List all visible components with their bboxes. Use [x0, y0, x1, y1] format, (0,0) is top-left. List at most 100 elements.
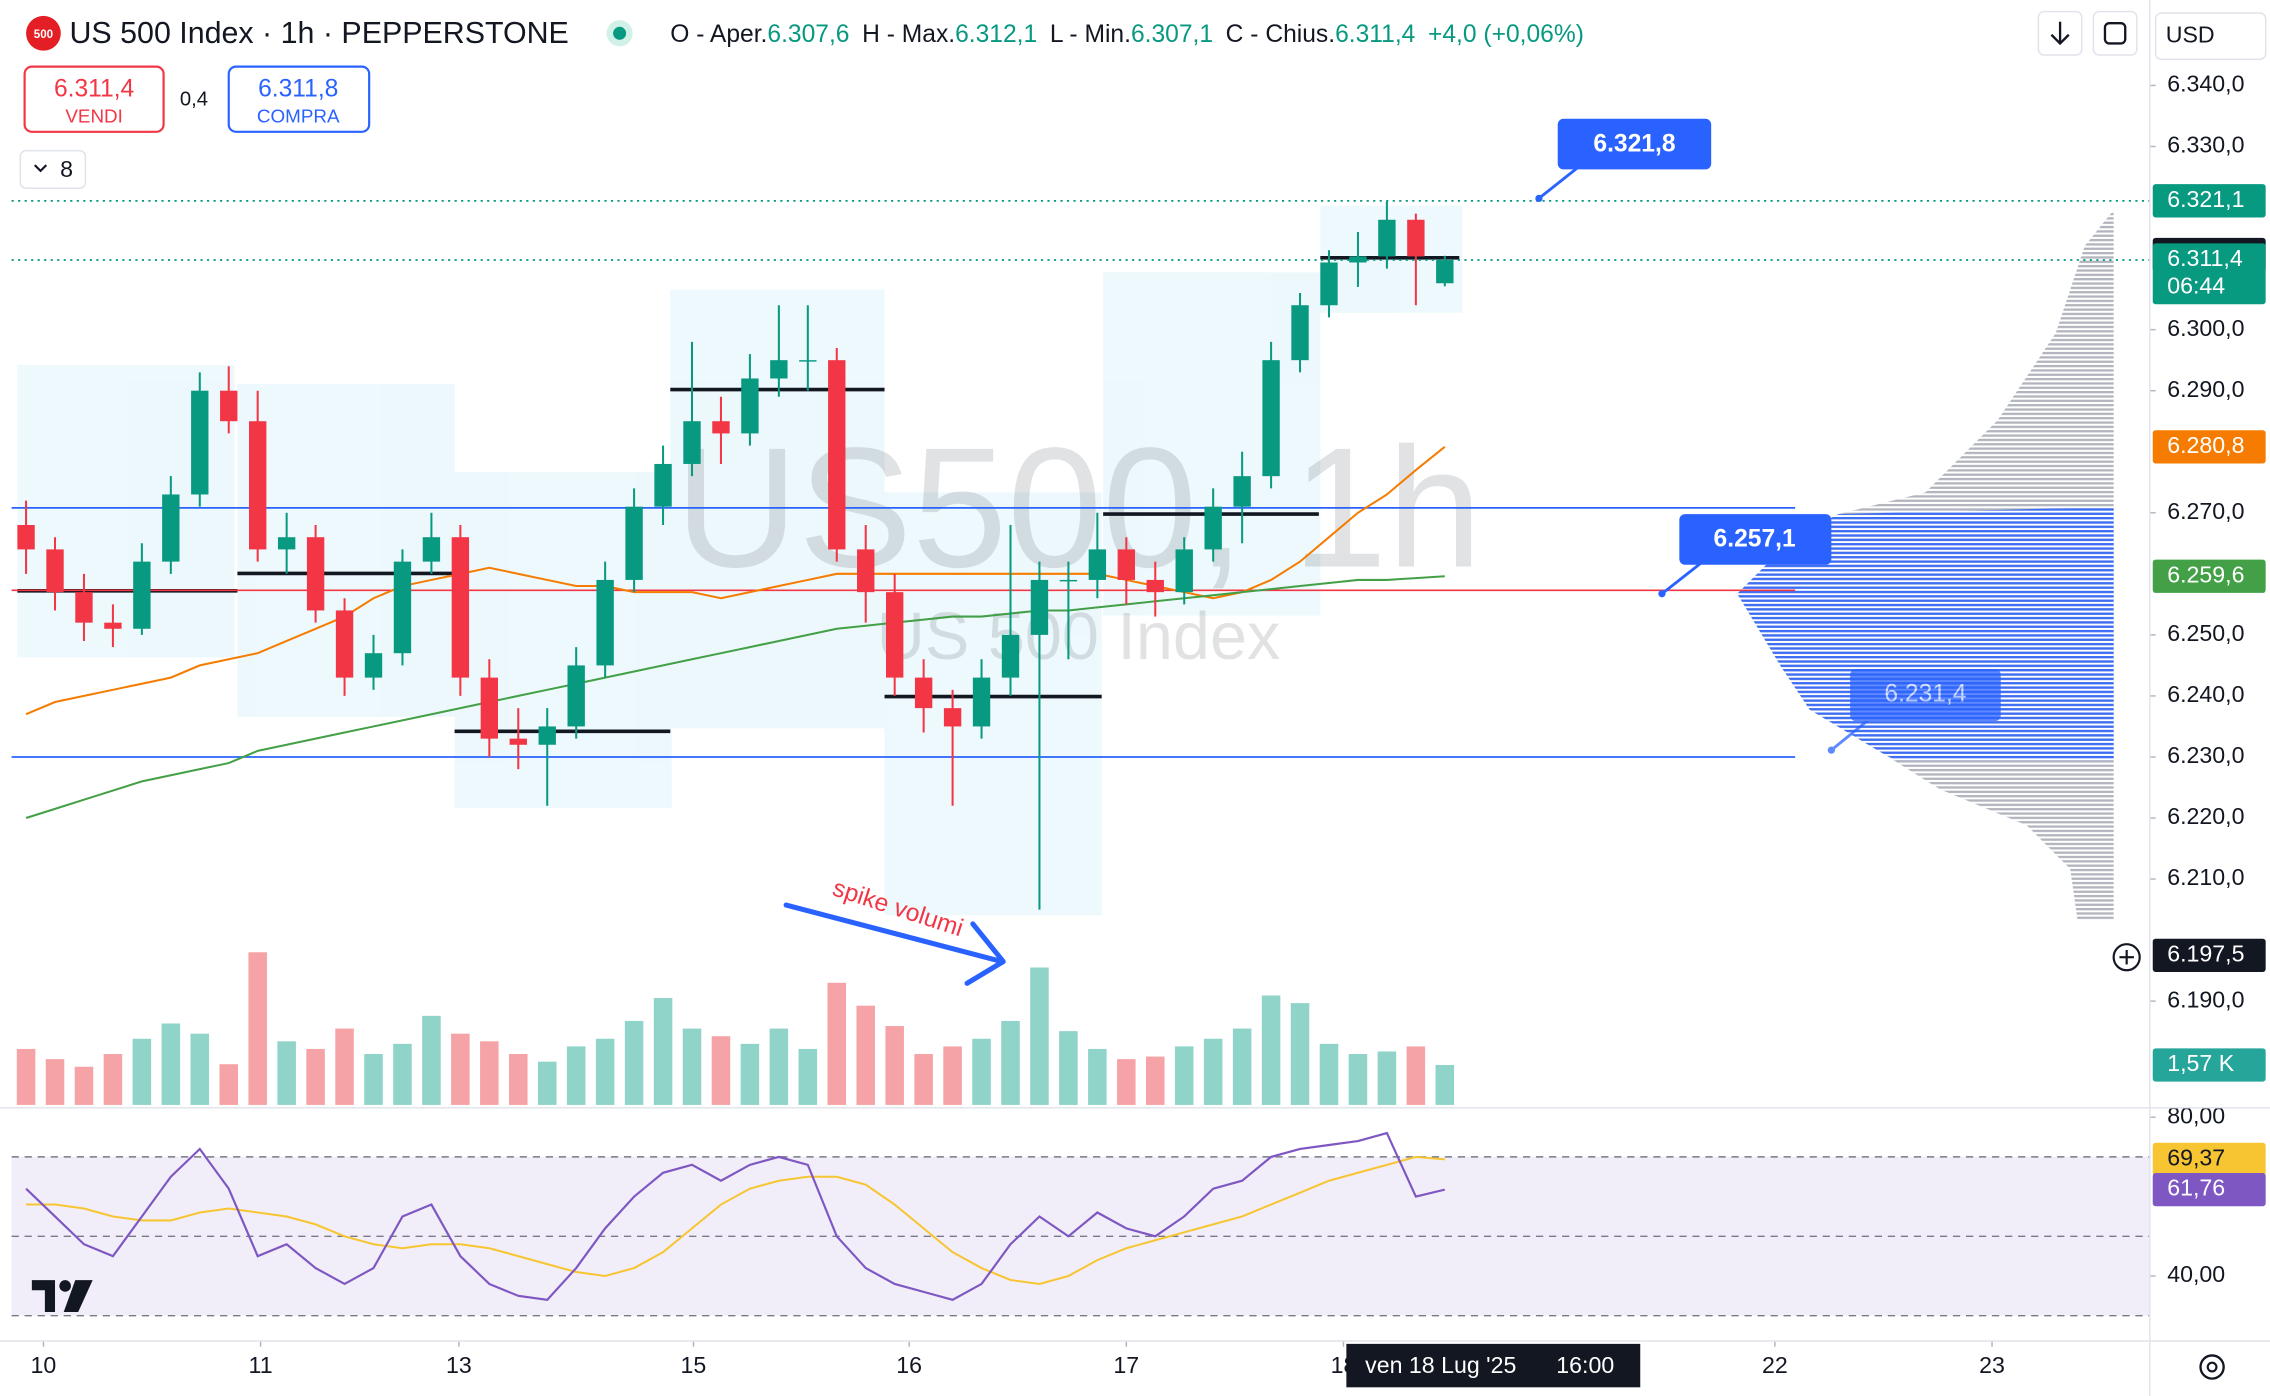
volume-bar — [1377, 1051, 1397, 1105]
price-tag: 6.259,6 — [2152, 559, 2266, 593]
volume-bar — [827, 982, 847, 1105]
candle-body — [422, 537, 441, 562]
watermark-subtitle: US 500 Index — [877, 600, 1280, 674]
candle-body — [1146, 579, 1164, 593]
ohlc-label: O - Aper. — [670, 20, 767, 47]
currency-selector[interactable]: USD — [2154, 12, 2267, 61]
volume-bar — [624, 1020, 644, 1105]
symbol-title[interactable]: US 500 Index · 1h · PEPPERSTONE — [69, 16, 568, 50]
x-tick-label: 11 — [249, 1352, 273, 1378]
buy-label[interactable]: COMPRA — [257, 105, 340, 126]
plot-area: 6.340,0 6.330,0 6.300,0 6.290,0 6.270,0 6.250… — [11, 71, 2244, 1378]
x-tick-label: 23 — [1979, 1352, 2005, 1378]
price-tag-label: 69,37 — [2167, 1145, 2225, 1171]
price-callout: 6.321,8 — [1535, 118, 1712, 203]
candle-body — [1030, 579, 1049, 635]
ohlc-legend: O - Aper.6.307,6 H - Max.6.312,1 L - Min… — [670, 20, 1584, 47]
candle-body — [1262, 360, 1280, 477]
volume-bar — [1030, 967, 1049, 1105]
crosshair-time: 16:00 — [1556, 1352, 1614, 1378]
price-tag-label: 6.280,8 — [2167, 432, 2244, 458]
volume-bar — [1406, 1046, 1426, 1105]
price-tag-label: 61,76 — [2167, 1175, 2225, 1201]
volume-profile-value-area — [1737, 506, 2114, 761]
buy-price[interactable]: 6.311,8 — [258, 75, 338, 102]
candle-body — [162, 494, 180, 562]
currency[interactable]: USD — [2166, 21, 2215, 47]
candle-body — [596, 579, 614, 666]
rsi-line — [25, 1131, 1446, 1301]
volume-bar — [711, 1036, 731, 1105]
candle-body — [133, 561, 151, 629]
volume-bar — [972, 1038, 991, 1105]
crosshair-time-label: ven 18 Lug '25 16:00 — [1346, 1343, 1641, 1388]
volume-bar — [769, 1028, 789, 1105]
volume-bar — [1174, 1046, 1194, 1105]
x-tick-label: 22 — [1762, 1352, 1788, 1378]
candle-body — [249, 421, 267, 550]
candle-body — [17, 524, 35, 550]
settings-icon[interactable] — [2199, 1354, 2225, 1380]
candle-body — [943, 708, 962, 727]
price-tag-label: 6.321,1 — [2167, 186, 2244, 212]
price-tag-label: 1,57 K — [2167, 1050, 2234, 1076]
volume-bar — [1261, 995, 1281, 1105]
volume-bar — [190, 1033, 210, 1105]
candle-body — [885, 592, 904, 678]
volume-bar — [1059, 1031, 1078, 1105]
y-tick-label: 6.340,0 — [2167, 71, 2244, 97]
candle-body — [654, 463, 672, 507]
candle-body — [364, 653, 383, 678]
candle-body — [1204, 506, 1222, 550]
fullscreen-button[interactable] — [2092, 10, 2138, 56]
y-tick-label: 6.190,0 — [2167, 986, 2244, 1012]
volume-bar — [740, 1043, 760, 1105]
price-tag: 6.197,5 — [2152, 938, 2266, 973]
volume-bar — [885, 1026, 904, 1105]
volume-bar — [1088, 1048, 1107, 1105]
volume-bar — [566, 1046, 586, 1105]
candle-body — [625, 506, 643, 580]
volume-bar — [1001, 1020, 1020, 1105]
volume-bar — [1435, 1064, 1455, 1105]
volume-bar — [132, 1038, 152, 1105]
candle-body — [1436, 260, 1454, 284]
buy-button[interactable]: 6.311,8 COMPRA — [227, 65, 371, 133]
scroll-button[interactable] — [2037, 10, 2083, 56]
sell-price[interactable]: 6.311,4 — [54, 75, 134, 102]
candle-body — [741, 378, 759, 434]
volume-bar — [537, 1061, 557, 1105]
price-change: +4,0 (+0,06%) — [1428, 20, 1584, 47]
ohlc-value: 6.307,6 — [767, 20, 849, 47]
ohlc-label: C - Chius. — [1226, 20, 1335, 47]
volume-bar — [1348, 1054, 1368, 1105]
indicator-count[interactable]: 8 — [60, 156, 73, 182]
y-tick-label: 6.220,0 — [2167, 803, 2244, 829]
price-tag-box — [2152, 1172, 2266, 1207]
volume-bar — [335, 1028, 354, 1105]
candle-body — [509, 738, 527, 745]
candle-body — [857, 549, 875, 593]
y-tick-label: 6.230,0 — [2167, 742, 2244, 768]
candle-body — [799, 360, 817, 362]
crosshair-add[interactable] — [2106, 939, 2147, 975]
volume-bar — [248, 952, 267, 1105]
volume-bar — [1203, 1038, 1223, 1105]
candle-body — [1175, 549, 1193, 593]
volume-bar — [1146, 1056, 1165, 1105]
spread: 0,4 — [180, 88, 208, 110]
volume-bar — [1232, 1028, 1252, 1105]
candle-body — [828, 360, 846, 550]
volume-bar — [16, 1048, 36, 1105]
price-tag: 1,57 K — [2152, 1048, 2266, 1082]
x-tick-label: 10 — [31, 1352, 57, 1378]
y-tick-label: 6.210,0 — [2167, 864, 2244, 890]
sell-button[interactable]: 6.311,4 VENDI — [23, 65, 165, 133]
candle-body — [1059, 579, 1078, 582]
candle-body — [335, 610, 354, 678]
price-callout: 6.257,1 — [1658, 514, 1832, 598]
indicators-toggle[interactable]: 8 — [19, 149, 87, 189]
sell-label[interactable]: VENDI — [65, 105, 122, 126]
ohlc-label: L - Min. — [1050, 20, 1131, 47]
volume-bar — [451, 1033, 470, 1105]
